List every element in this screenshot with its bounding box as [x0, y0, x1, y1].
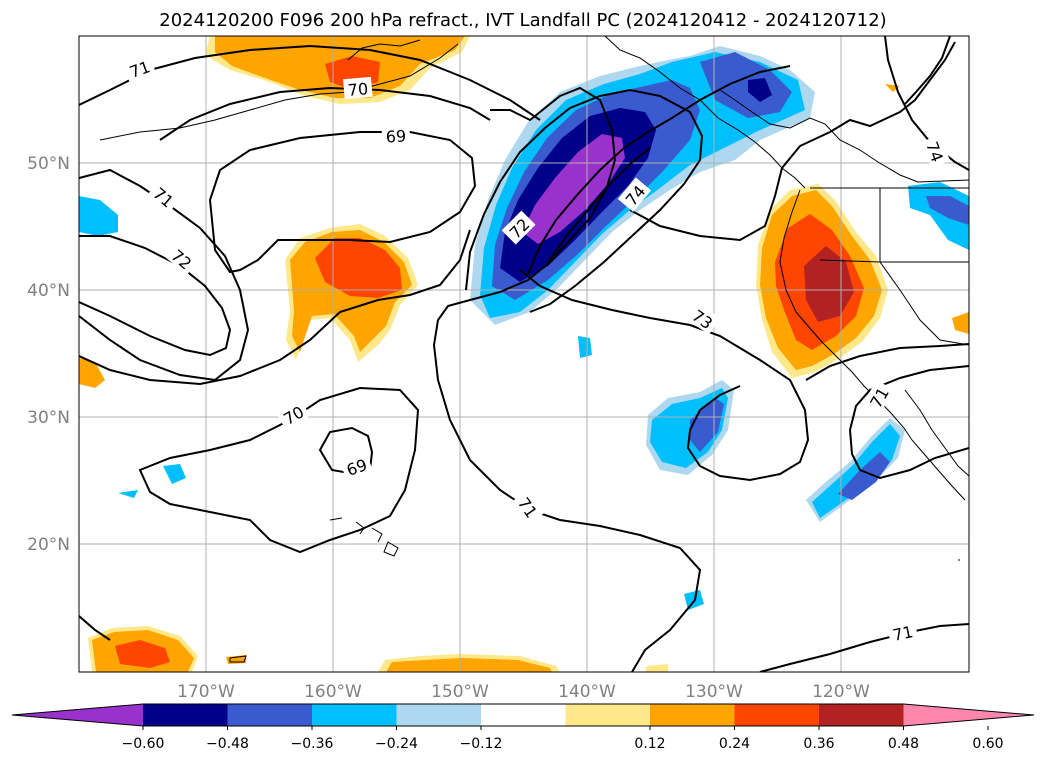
contour-73 — [519, 269, 810, 482]
neg-blob-sw-ca-sky — [812, 424, 900, 518]
contour-73-east — [629, 41, 956, 242]
neg-blob-30n-royal — [690, 398, 724, 452]
neg-blob-tiny3 — [118, 490, 138, 498]
lon-tick-label: 150°W — [431, 682, 489, 702]
colorbar-tick-label: −0.60 — [122, 736, 165, 752]
colorbar-segment — [481, 704, 566, 726]
contour-72-jet — [465, 88, 704, 313]
neg-region-royal-ne — [700, 52, 792, 118]
lat-tick-label: 40°N — [27, 281, 70, 301]
contour-71-sw — [79, 615, 111, 641]
colorbar-tick-label: 0.12 — [634, 736, 665, 752]
contour-label: 71 — [891, 622, 915, 645]
colorbar-tick-label: −0.36 — [291, 736, 334, 752]
contour-70-south — [79, 229, 471, 386]
colorbar-segment — [819, 704, 904, 726]
contour-74-inner — [547, 147, 651, 263]
neg-blob-sw-ca-royal — [838, 452, 890, 500]
contour-74-east — [884, 36, 969, 171]
colorbar-segment — [227, 704, 313, 726]
neg-blob-east-royal — [926, 196, 969, 225]
colorbar-segment — [650, 704, 735, 726]
map-panel: 71 70 69 71 72 72 74 73 74 70 69 71 71 7… — [79, 36, 969, 672]
colorbar-segment — [143, 704, 228, 726]
lon-axis: 170°W 160°W 150°W 140°W 130°W 120°W — [177, 682, 870, 702]
contour-label: 69 — [385, 126, 406, 146]
pos-region-tiny3 — [952, 312, 969, 334]
lon-tick-label: 160°W — [304, 682, 362, 702]
contour-71-west — [79, 168, 250, 382]
contour-71-se3 — [849, 429, 969, 480]
contour-70-north — [159, 86, 491, 141]
contour-71-se — [805, 343, 969, 381]
contour-69-south — [318, 426, 374, 476]
contour-70-tropics — [138, 386, 420, 554]
neg-blob-mid-small — [578, 336, 592, 358]
colorbar-tick-label: 0.36 — [803, 736, 834, 752]
map-title: 2024120200 F096 200 hPa refract., IVT La… — [159, 10, 886, 31]
contour-72-west — [79, 235, 232, 357]
colorbar-tick-label: −0.48 — [206, 736, 249, 752]
colorbar-tick-label: −0.12 — [460, 736, 503, 752]
contour-69-loop — [208, 131, 477, 274]
colorbar-segment — [734, 704, 820, 726]
colorbar: −0.60 −0.48 −0.36 −0.24 −0.12 0.12 0.24 0.36 0.4… — [11, 703, 1035, 752]
contour-74-jet — [527, 65, 791, 275]
colorbar-segment — [396, 704, 482, 726]
lat-tick-label: 30°N — [27, 408, 70, 428]
neg-blob-tiny1 — [163, 464, 186, 484]
lon-tick-label: 170°W — [177, 682, 235, 702]
lat-tick-label: 20°N — [27, 535, 70, 555]
lat-axis: 50°N 40°N 30°N 20°N — [27, 154, 70, 555]
neg-blob-west — [79, 196, 118, 236]
contour-71-se2 — [849, 365, 969, 431]
pos-region-tiny2 — [646, 664, 668, 672]
map-frame — [78, 35, 970, 673]
lon-tick-label: 140°W — [558, 682, 616, 702]
contour-71-main — [432, 86, 702, 672]
contour-label: 70 — [347, 79, 369, 100]
neg-region-navy-ne — [748, 78, 772, 102]
pos-region-left-small — [79, 358, 105, 388]
pos-region-bottom-orange — [386, 658, 552, 672]
lat-tick-label: 50°N — [27, 154, 70, 174]
contour-lines — [79, 36, 969, 672]
lon-tick-label: 130°W — [685, 682, 743, 702]
lon-tick-label: 120°W — [812, 682, 870, 702]
colorbar-extend-max — [903, 704, 1034, 726]
colorbar-tick-label: −0.24 — [375, 736, 418, 752]
colorbar-tick-label: 0.24 — [719, 736, 750, 752]
colorbar-segment — [565, 704, 651, 726]
pos-region-sw-corner-red — [115, 640, 170, 668]
colorbar-tick-label: 0.48 — [888, 736, 919, 752]
contour-71-south — [759, 623, 969, 672]
colorbar-segment — [312, 704, 397, 726]
colorbar-extend-min — [12, 704, 143, 726]
colorbar-tick-label: 0.60 — [972, 736, 1003, 752]
contour-71-ne — [904, 36, 951, 105]
neg-region-purple — [522, 134, 625, 244]
pos-region-central-red — [315, 238, 402, 298]
